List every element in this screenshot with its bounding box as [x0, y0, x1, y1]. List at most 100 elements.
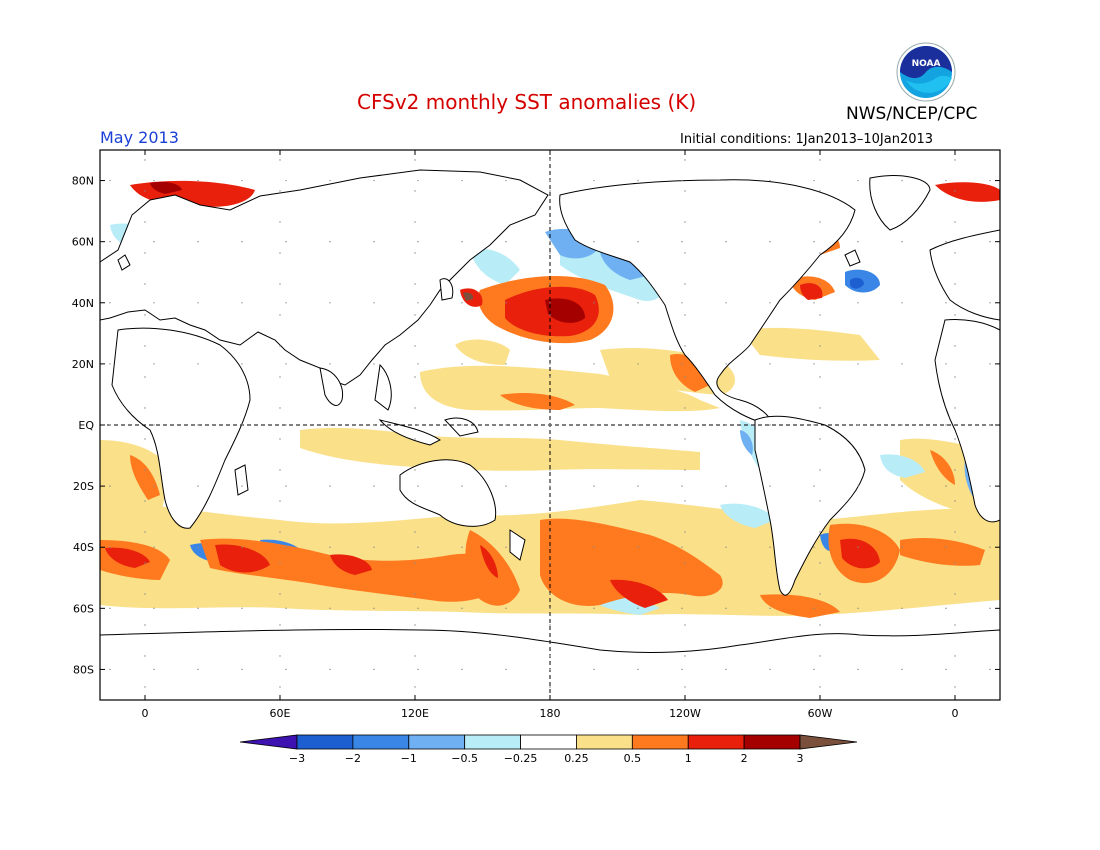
grid-dot: [725, 302, 727, 304]
grid-dot: [197, 485, 199, 487]
grid-dot: [954, 190, 956, 192]
grid-dot: [819, 190, 821, 192]
grid-dot: [461, 179, 463, 182]
grid-dot: [989, 607, 991, 610]
grid-dot: [109, 668, 111, 671]
grid-dot: [417, 668, 419, 671]
grid-dot: [144, 221, 146, 223]
grid-dot: [901, 240, 903, 243]
grid-dot: [637, 302, 639, 304]
grid-dot: [153, 240, 155, 243]
grid-dot: [461, 240, 463, 243]
grid-dot: [681, 668, 683, 671]
grid-dot: [329, 546, 331, 548]
grid-dot: [549, 283, 551, 285]
grid-dot: [241, 240, 243, 243]
grid-dot: [549, 469, 551, 471]
grid-dot: [684, 686, 686, 688]
grid-dot: [684, 190, 686, 192]
grid-dot: [945, 424, 947, 426]
grid-dot: [285, 424, 287, 426]
grid-dot: [414, 159, 416, 161]
grid-dot: [769, 668, 771, 671]
grid-dot: [725, 668, 727, 671]
grid-dot: [954, 686, 956, 688]
colorbar-swatch: [743, 734, 801, 750]
grid-dot: [153, 485, 155, 487]
grid-dot: [945, 302, 947, 304]
grid-dot: [725, 240, 727, 243]
grid-dot: [505, 607, 507, 610]
colorbar-label: 2: [741, 752, 748, 765]
lat-tick-label: 80S: [73, 663, 94, 676]
grid-dot: [769, 546, 771, 548]
grid-dot: [857, 179, 859, 182]
grid-dot: [593, 607, 595, 610]
grid-dot: [279, 252, 281, 254]
grid-dot: [414, 221, 416, 223]
grid-dot: [414, 190, 416, 192]
grid-dot: [769, 302, 771, 304]
grid-dot: [681, 179, 683, 182]
grid-dot: [109, 485, 111, 487]
grid-dot: [417, 546, 419, 548]
grid-dot: [414, 345, 416, 347]
grid-dot: [461, 302, 463, 304]
grid-dot: [989, 668, 991, 671]
grid-dot: [241, 668, 243, 671]
lat-tick-label: EQ: [78, 419, 94, 432]
grid-dot: [197, 424, 199, 426]
grid-dot: [945, 179, 947, 182]
grid-dot: [241, 607, 243, 610]
grid-dot: [144, 283, 146, 285]
grid-dot: [725, 179, 727, 182]
grid-dot: [593, 485, 595, 487]
grid-dot: [461, 607, 463, 610]
noaa-logo-icon: NOAA: [896, 42, 956, 102]
grid-dot: [684, 345, 686, 347]
grid-dot: [819, 469, 821, 471]
grid-dot: [954, 221, 956, 223]
grid-dot: [197, 668, 199, 671]
grid-dot: [549, 345, 551, 347]
grid-dot: [461, 668, 463, 671]
lat-tick-label: 40S: [73, 541, 94, 554]
grid-dot: [945, 485, 947, 487]
org-label: NWS/NCEP/CPC: [846, 104, 978, 124]
logo-text: NOAA: [912, 59, 941, 69]
grid-dot: [153, 179, 155, 182]
grid-dot: [279, 531, 281, 533]
grid-dot: [549, 438, 551, 440]
grid-dot: [373, 668, 375, 671]
grid-dot: [279, 283, 281, 285]
grid-dot: [417, 179, 419, 182]
grid-dot: [954, 562, 956, 564]
grid-dot: [819, 345, 821, 347]
grid-dot: [857, 363, 859, 365]
grid-dot: [414, 314, 416, 316]
grid-dot: [549, 485, 551, 487]
grid-dot: [279, 562, 281, 564]
grid-dot: [684, 407, 686, 409]
grid-dot: [637, 424, 639, 426]
grid-dot: [549, 407, 551, 409]
grid-dot: [901, 302, 903, 304]
grid-dot: [549, 607, 551, 610]
grid-dot: [109, 302, 111, 304]
grid-dot: [279, 686, 281, 688]
grid-dot: [241, 179, 243, 182]
grid-dot: [144, 190, 146, 192]
grid-dot: [954, 655, 956, 657]
grid-dot: [144, 531, 146, 533]
grid-dot: [461, 485, 463, 487]
grid-dot: [857, 607, 859, 610]
grid-dot: [549, 500, 551, 502]
grid-dot: [279, 376, 281, 378]
grid-dot: [684, 469, 686, 471]
grid-dot: [144, 500, 146, 502]
grid-dot: [819, 686, 821, 688]
grid-dot: [945, 668, 947, 671]
grid-dot: [681, 424, 683, 426]
grid-dot: [549, 624, 551, 626]
grid-dot: [954, 469, 956, 471]
